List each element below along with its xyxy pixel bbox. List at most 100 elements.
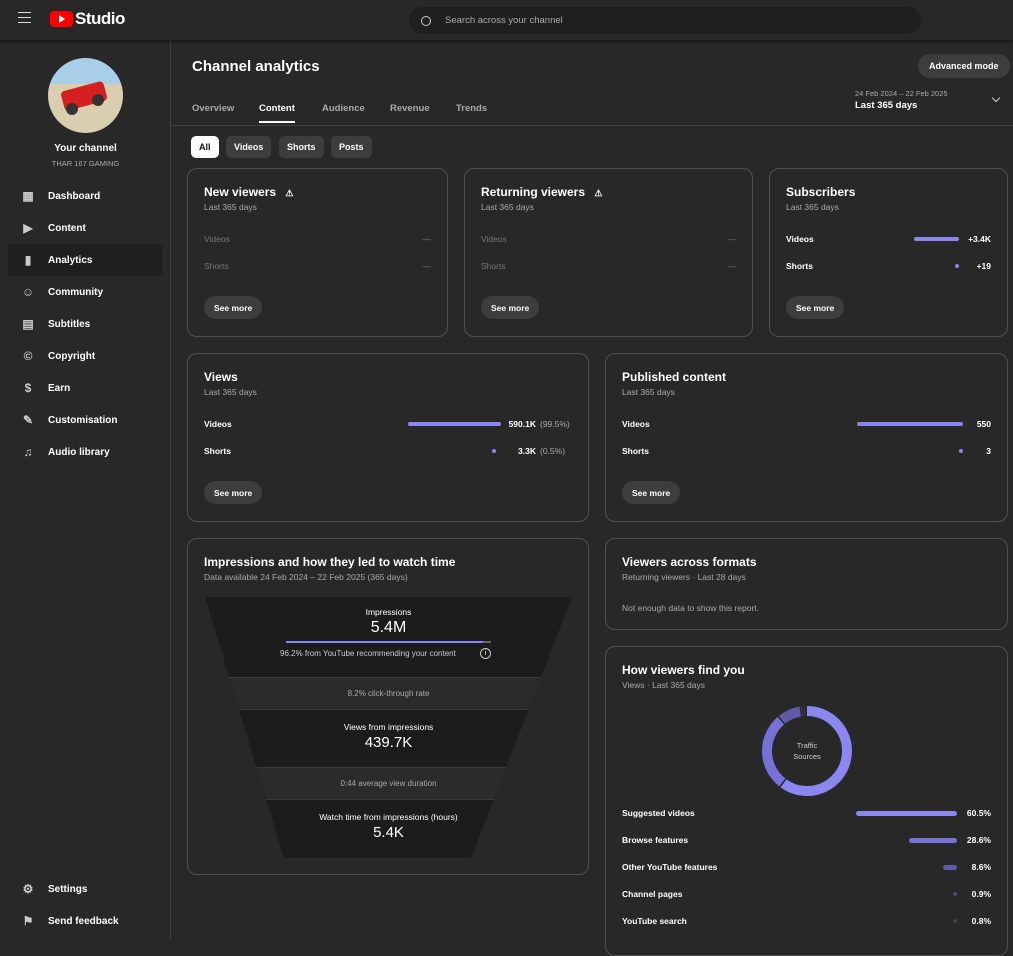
sidebar-item-send-feedback[interactable]: ⚑ Send feedback	[8, 905, 162, 937]
card-subtitle: Last 365 days	[481, 202, 534, 212]
source-label: Other YouTube features	[622, 862, 718, 872]
subtitles-icon: ▤	[22, 317, 34, 331]
traffic-source-row[interactable]: YouTube search 0.8%	[622, 914, 991, 928]
sidebar-item-label: Content	[48, 222, 86, 234]
audio-library-icon: ♫	[23, 445, 33, 459]
channel-avatar[interactable]	[48, 58, 123, 133]
donut-segment[interactable]	[762, 706, 852, 796]
sidebar-item-audio-library[interactable]: ♫ Audio library	[8, 436, 162, 468]
source-percent: 8.6%	[971, 862, 991, 872]
community-icon: ☺	[21, 285, 35, 299]
copyright-icon: ©	[23, 349, 33, 363]
bar	[955, 264, 959, 268]
tab-audience[interactable]: Audience	[322, 103, 365, 114]
sidebar-item-label: Analytics	[48, 254, 93, 266]
sidebar-item-label: Subtitles	[48, 318, 91, 330]
card-subtitle: Last 365 days	[622, 387, 675, 397]
sidebar-item-copyright[interactable]: © Copyright	[8, 340, 162, 372]
date-range: 24 Feb 2024 – 22 Feb 2025	[855, 89, 948, 98]
row-videos: Videos +3.4K	[786, 234, 991, 244]
source-label: Browse features	[622, 835, 689, 845]
bar	[914, 237, 959, 241]
youtube-logo-icon[interactable]	[50, 11, 73, 27]
see-more-button[interactable]: See more	[204, 296, 263, 319]
new-viewers-card: New viewers ⚠ Last 365 days Videos — Shor…	[187, 168, 448, 337]
traffic-source-row[interactable]: Suggested videos 60.5%	[622, 806, 991, 820]
traffic-source-row[interactable]: Browse features 28.6%	[622, 833, 991, 847]
see-more-button[interactable]: See more	[786, 296, 845, 319]
impressions-funnel: Impressions 5.4M 96.2% from YouTube reco…	[205, 597, 572, 858]
info-icon[interactable]: i	[480, 648, 491, 659]
see-more-button[interactable]: See more	[622, 481, 681, 504]
top-bar: Studio Search across your channel	[0, 0, 1013, 40]
source-bar	[856, 810, 957, 816]
studio-logo-text: Studio	[75, 9, 125, 28]
source-percent: 0.8%	[971, 916, 991, 926]
card-subtitle: Last 365 days	[204, 387, 257, 397]
source-bar	[909, 837, 957, 843]
card-title: New viewers	[204, 185, 277, 199]
sidebar-item-label: Audio library	[48, 446, 110, 458]
tabs-divider	[171, 125, 1013, 126]
row-shorts: Shorts +19	[786, 261, 991, 271]
card-title: Returning viewers	[481, 185, 586, 199]
source-bar	[953, 919, 957, 923]
funnel-avd: 0:44 average view duration	[205, 767, 572, 799]
source-label: Suggested videos	[622, 808, 695, 818]
sidebar-item-dashboard[interactable]: ▦ Dashboard	[8, 180, 162, 212]
sidebar-item-subtitles[interactable]: ▤ Subtitles	[8, 308, 162, 340]
gear-icon: ⚙	[22, 882, 34, 896]
views-card: Views Last 365 days Videos 590.1K (99.5%) …	[187, 353, 589, 522]
traffic-source-row[interactable]: Other YouTube features 8.6%	[622, 860, 991, 874]
sidebar-item-earn[interactable]: $ Earn	[8, 372, 162, 404]
see-more-button[interactable]: See more	[204, 481, 263, 504]
search-bar[interactable]: Search across your channel	[409, 7, 921, 34]
menu-icon[interactable]	[18, 12, 31, 23]
published-content-card: Published content Last 365 days Videos 55…	[605, 353, 1008, 522]
sidebar-item-community[interactable]: ☺ Community	[8, 276, 162, 308]
funnel-impressions: Impressions 5.4M 96.2% from YouTube reco…	[205, 597, 572, 677]
impressions-card: Impressions and how they led to watch ti…	[187, 538, 589, 875]
sidebar-item-analytics[interactable]: ▮ Analytics	[8, 244, 162, 276]
page-title: Channel analytics	[192, 58, 320, 75]
card-title: Views	[204, 370, 238, 384]
returning-viewers-card: Returning viewers ⚠ Last 365 days Videos…	[464, 168, 753, 337]
subscribers-card: Subscribers Last 365 days Videos +3.4K Sh…	[769, 168, 1008, 337]
tab-content[interactable]: Content	[259, 103, 295, 123]
filter-chip-all[interactable]: All	[191, 136, 219, 158]
card-subtitle: Last 365 days	[204, 202, 257, 212]
sidebar-item-label: Community	[48, 286, 103, 298]
card-title: Published content	[622, 370, 727, 384]
search-input[interactable]: Search across your channel	[445, 15, 563, 26]
sidebar-item-settings[interactable]: ⚙ Settings	[8, 873, 162, 905]
filter-chip-posts[interactable]: Posts	[331, 136, 372, 158]
bar	[959, 449, 963, 453]
tab-overview[interactable]: Overview	[192, 103, 235, 114]
sidebar-item-content[interactable]: ▶ Content	[8, 212, 162, 244]
search-icon	[421, 15, 431, 26]
source-bar	[942, 864, 957, 870]
row-videos: Videos —	[481, 234, 736, 244]
channel-name: THAR 167 GAMING	[51, 159, 120, 168]
filter-chip-shorts[interactable]: Shorts	[279, 136, 324, 158]
see-more-button[interactable]: See more	[481, 296, 540, 319]
tab-revenue[interactable]: Revenue	[390, 103, 430, 114]
traffic-source-row[interactable]: Channel pages 0.9%	[622, 887, 991, 901]
how-viewers-find-you-card: How viewers find you Views · Last 365 da…	[605, 646, 1008, 956]
viewers-across-formats-card: Viewers across formats Returning viewers…	[605, 538, 1008, 630]
filter-chip-videos[interactable]: Videos	[226, 136, 272, 158]
bar	[407, 422, 501, 426]
card-subtitle: Data available 24 Feb 2024 – 22 Feb 2025…	[204, 572, 408, 582]
advanced-mode-button[interactable]: Advanced mode	[918, 54, 1010, 78]
sidebar-item-label: Dashboard	[48, 190, 101, 202]
source-percent: 60.5%	[966, 808, 991, 818]
date-range-picker[interactable]: 24 Feb 2024 – 22 Feb 2025 Last 365 days	[855, 89, 1005, 115]
funnel-views: Views from impressions 439.7K	[205, 709, 572, 767]
funnel-watch-time: Watch time from impressions (hours) 5.4K	[205, 799, 572, 858]
sidebar-item-customisation[interactable]: ✎ Customisation	[8, 404, 162, 436]
warning-icon: ⚠	[285, 188, 294, 198]
sidebar-item-label: Earn	[48, 382, 71, 394]
customisation-icon: ✎	[22, 413, 34, 427]
donut-segment[interactable]	[762, 706, 852, 796]
tab-trends[interactable]: Trends	[456, 103, 488, 114]
